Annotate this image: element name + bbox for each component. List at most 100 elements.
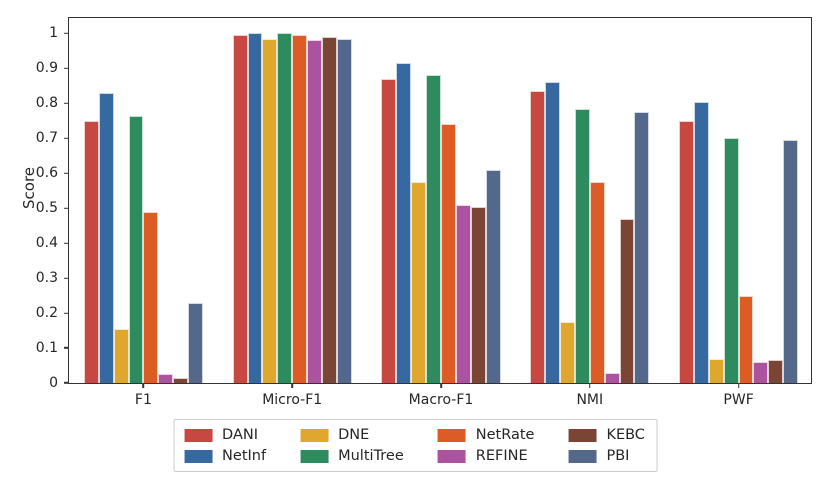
bar-multitree-pwf bbox=[723, 138, 739, 383]
legend-label-multitree: MultiTree bbox=[338, 448, 404, 464]
bar-netrate-micro-f1 bbox=[292, 35, 308, 383]
y-tick-label: 0.9 bbox=[35, 60, 58, 77]
bar-multitree-macro-f1 bbox=[426, 75, 441, 383]
bar-netrate-pwf bbox=[738, 295, 754, 383]
bar-dne-pwf bbox=[708, 358, 724, 383]
bar-netinf-pwf bbox=[693, 101, 709, 383]
bar-pbi-f1 bbox=[188, 302, 203, 383]
legend-label-dani: DANI bbox=[222, 427, 259, 443]
legend-label-netrate: NetRate bbox=[475, 427, 535, 443]
x-tick-mark bbox=[142, 383, 145, 388]
bar-dani-pwf bbox=[679, 120, 694, 383]
bar-refine-micro-f1 bbox=[307, 40, 322, 383]
y-tick-mark bbox=[64, 102, 69, 105]
y-tick-mark bbox=[64, 137, 69, 140]
bar-dani-f1 bbox=[83, 120, 99, 383]
x-tick-label-micro-f1: Micro-F1 bbox=[262, 392, 323, 408]
y-tick-label: 0.1 bbox=[35, 340, 58, 357]
bar-dani-nmi bbox=[530, 91, 546, 383]
legend-swatch-dani bbox=[184, 428, 213, 442]
legend-item-dne: DNE bbox=[300, 427, 404, 443]
legend-item-multitree: MultiTree bbox=[300, 448, 404, 464]
bar-pbi-nmi bbox=[634, 112, 650, 383]
y-tick-label: 1 bbox=[49, 25, 58, 42]
y-tick-label: 0 bbox=[49, 375, 58, 391]
bar-pbi-macro-f1 bbox=[485, 169, 501, 383]
legend-swatch-multitree bbox=[300, 449, 329, 463]
bar-group-macro-f1 bbox=[367, 18, 516, 383]
y-tick-mark bbox=[64, 382, 69, 384]
bar-pbi-micro-f1 bbox=[336, 38, 352, 383]
legend-swatch-netinf bbox=[184, 449, 213, 463]
bar-pbi-pwf bbox=[783, 140, 799, 383]
x-tick-label-macro-f1: Macro-F1 bbox=[408, 392, 474, 408]
bar-netinf-f1 bbox=[98, 92, 114, 383]
bar-kebc-pwf bbox=[768, 360, 784, 383]
legend-label-kebc: KEBC bbox=[606, 427, 645, 443]
bar-kebc-f1 bbox=[173, 377, 189, 383]
legend-item-netinf: NetInf bbox=[184, 448, 266, 464]
legend-swatch-pbi bbox=[568, 449, 597, 463]
legend-swatch-kebc bbox=[568, 428, 597, 442]
legend-label-dne: DNE bbox=[338, 427, 370, 443]
x-tick-label-pwf: PWF bbox=[723, 392, 754, 408]
bar-group-pwf bbox=[664, 18, 813, 383]
bar-group-nmi bbox=[515, 18, 664, 383]
legend-item-kebc: KEBC bbox=[568, 427, 645, 443]
bar-netinf-micro-f1 bbox=[247, 33, 263, 383]
legend-label-netinf: NetInf bbox=[222, 448, 267, 464]
y-tick-mark bbox=[64, 32, 69, 35]
x-tick-mark bbox=[737, 383, 740, 388]
bar-dne-f1 bbox=[113, 328, 129, 383]
y-tick-mark bbox=[64, 312, 69, 314]
bar-kebc-macro-f1 bbox=[470, 206, 486, 383]
legend-item-dani: DANI bbox=[184, 427, 266, 443]
legend-swatch-netrate bbox=[437, 428, 466, 442]
bar-refine-f1 bbox=[158, 374, 174, 383]
legend-item-refine: REFINE bbox=[437, 448, 535, 464]
y-tick-label: 0.8 bbox=[35, 95, 58, 112]
y-tick-label: 0.7 bbox=[35, 130, 58, 147]
bar-dne-macro-f1 bbox=[411, 182, 427, 383]
y-tick-mark bbox=[64, 347, 69, 349]
y-tick-mark bbox=[64, 172, 69, 175]
y-tick-mark bbox=[64, 277, 69, 279]
legend-swatch-refine bbox=[437, 449, 466, 463]
x-tick-mark bbox=[440, 383, 442, 388]
bar-kebc-micro-f1 bbox=[321, 36, 337, 383]
y-tick-mark bbox=[64, 67, 69, 70]
legend: DANI NetInf DNE MultiTree NetRate REFINE KEBC P… bbox=[173, 419, 658, 472]
legend-item-netrate: NetRate bbox=[437, 427, 535, 443]
y-tick-label: 0.4 bbox=[35, 235, 58, 252]
y-tick-label: 0.6 bbox=[35, 165, 58, 182]
x-tick-mark bbox=[589, 383, 591, 388]
bar-netrate-f1 bbox=[143, 211, 159, 383]
bar-group-f1 bbox=[69, 18, 218, 383]
legend-item-pbi: PBI bbox=[568, 448, 645, 464]
bar-netrate-nmi bbox=[589, 182, 605, 383]
plot-area: 0 0.1 0.2 0.3 0.4 0.5 0.6 0.7 0.8 0.9 1 F1 Micro-F1 M… bbox=[36, 17, 813, 408]
legend-label-pbi: PBI bbox=[606, 448, 630, 464]
y-tick-mark bbox=[64, 207, 69, 210]
legend-swatch-dne bbox=[300, 428, 329, 442]
bar-dne-nmi bbox=[560, 321, 575, 383]
x-tick-label-f1: F1 bbox=[134, 392, 152, 408]
bar-dani-macro-f1 bbox=[381, 78, 397, 383]
y-tick-label: 0.5 bbox=[35, 200, 58, 217]
bar-group-micro-f1 bbox=[218, 18, 367, 383]
bar-netrate-macro-f1 bbox=[440, 124, 456, 383]
bar-refine-pwf bbox=[753, 362, 769, 383]
y-tick-label: 0.2 bbox=[35, 305, 58, 322]
x-tick-mark bbox=[291, 383, 293, 388]
bar-refine-macro-f1 bbox=[455, 204, 471, 383]
bar-netinf-nmi bbox=[545, 82, 560, 383]
bar-dne-micro-f1 bbox=[262, 38, 278, 383]
bar-refine-nmi bbox=[604, 372, 620, 383]
legend-label-refine: REFINE bbox=[475, 448, 528, 464]
y-tick-mark bbox=[64, 242, 69, 244]
bar-multitree-nmi bbox=[574, 108, 590, 383]
bar-dani-micro-f1 bbox=[232, 35, 248, 383]
bar-multitree-micro-f1 bbox=[277, 33, 293, 383]
y-tick-label: 0.3 bbox=[35, 270, 58, 287]
